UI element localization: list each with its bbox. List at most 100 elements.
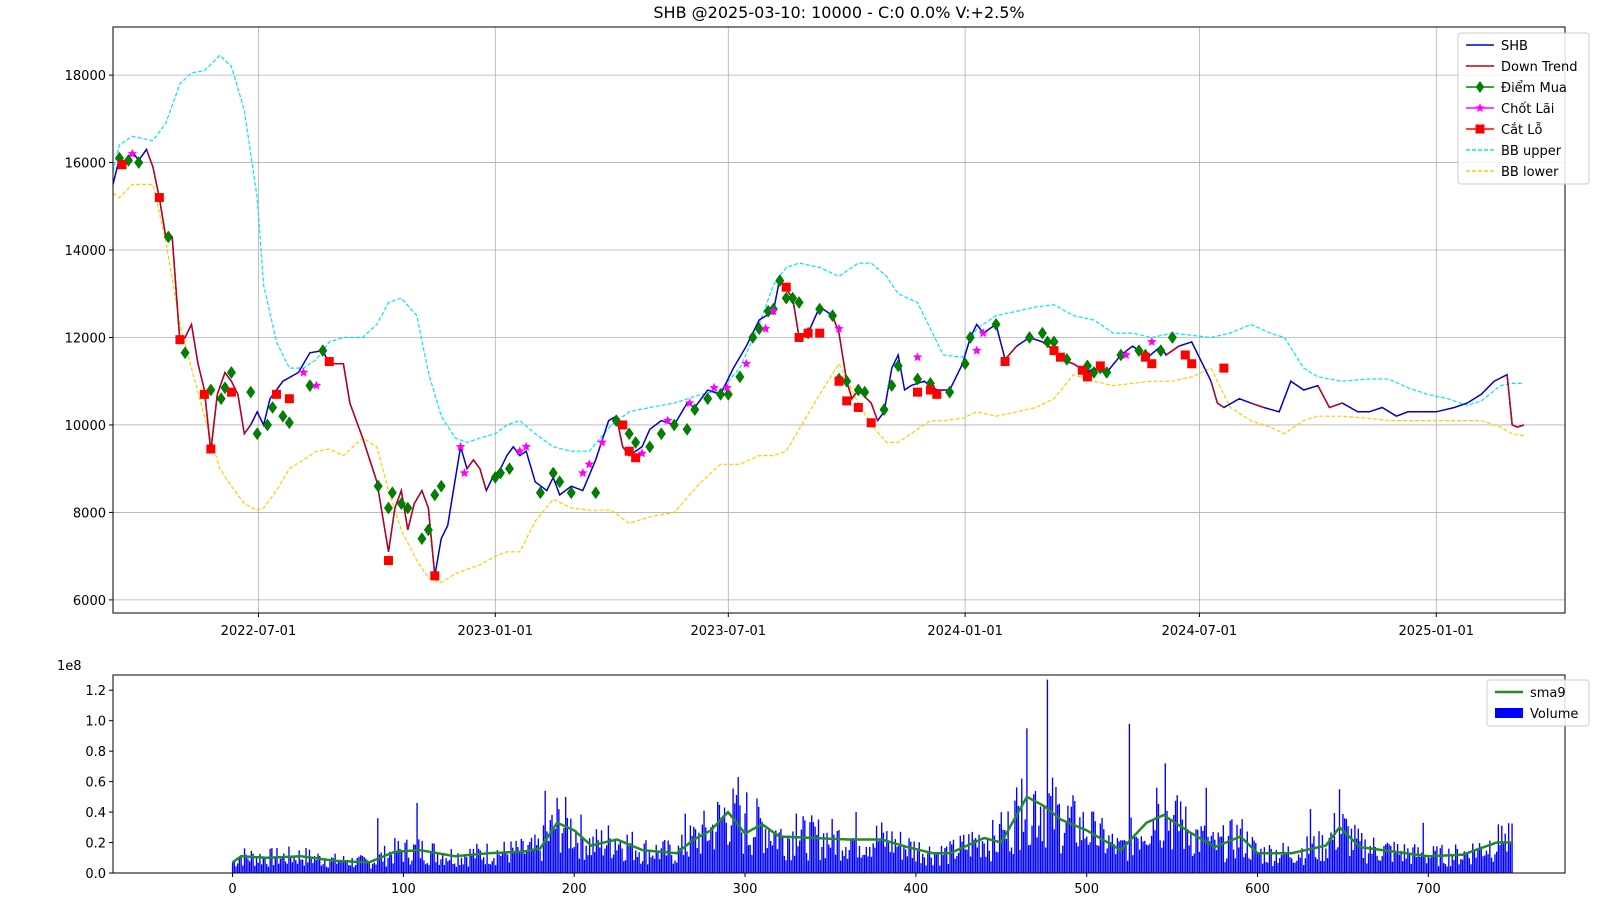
volume-bar [898,846,900,873]
volume-bar [583,859,586,873]
volume-bar [464,855,466,873]
volume-bar [1355,838,1358,873]
volume-bar [1412,847,1414,873]
volume-bar [768,830,770,873]
volume-bar [1060,853,1062,873]
volume-bar [1434,850,1436,873]
volume-bar [778,832,780,873]
volume-bar [940,845,943,873]
volume-bar [635,850,637,873]
volume-bar [1029,844,1032,873]
volume-bar [749,844,751,873]
volume-bar [901,859,903,873]
volume-bar [1014,800,1016,873]
volume-bar [491,861,493,873]
y-tick-label: 16000 [65,157,106,172]
volume-bar [886,831,888,873]
volume-bar [1137,838,1139,873]
volume-bar [863,854,866,873]
volume-bar [988,850,991,873]
volume-bar [1396,844,1399,873]
stop-loss-marker [324,357,334,367]
volume-y-tick-label: 0.6 [85,776,106,791]
volume-bar [701,824,704,873]
volume-bar [1489,840,1491,873]
volume-bar [289,857,292,873]
volume-bar [840,860,842,873]
stop-loss-marker [794,332,804,342]
volume-bar [790,860,792,873]
volume-bar [1408,852,1411,873]
volume-bar [460,857,463,873]
volume-scale-label: 1e8 [57,659,82,674]
volume-bar [1378,860,1380,873]
volume-bar [472,848,475,873]
volume-bar [1161,847,1163,873]
legend-label: Down Trend [1501,60,1578,75]
volume-bar [795,813,797,873]
volume-bar [1270,848,1272,873]
volume-bar [493,858,495,873]
volume-bar [452,863,454,873]
volume-bar [728,841,731,873]
shb-price-line [113,147,1525,576]
volume-bar [1226,858,1228,873]
volume-bar [819,859,821,873]
stop-loss-marker [1180,350,1190,360]
volume-legend-label: Volume [1530,707,1578,722]
volume-bar [1080,840,1083,873]
volume-y-tick-label: 0.8 [85,745,106,760]
volume-bar [1482,856,1484,873]
volume-bar [715,831,717,873]
volume-bar [904,849,907,873]
volume-bar [836,831,838,873]
legend-label: SHB [1501,39,1528,54]
volume-bar [1120,840,1122,873]
volume-bar [927,853,929,873]
volume-bar [587,855,589,873]
buy-point-marker [403,501,413,515]
volume-bar [851,838,854,873]
buy-point-marker [879,403,889,417]
buy-point-marker [436,479,446,493]
volume-bar [307,862,309,873]
volume-bar [1241,819,1243,873]
buy-point-marker [716,387,726,401]
volume-bar [238,858,241,873]
volume-bar [1036,837,1038,873]
volume-bar [525,851,528,873]
buy-point-marker [318,344,328,358]
volume-bar [971,831,973,873]
volume-bar [609,838,611,873]
volume-bar [1472,843,1474,873]
volume-bar [1210,835,1213,873]
volume-bar [968,834,970,873]
volume-bar [1203,825,1206,873]
volume-bar [708,840,710,873]
volume-bar [874,847,876,873]
buy-point-marker [828,309,838,323]
volume-bar [807,860,809,873]
volume-bar [923,857,926,873]
stop-loss-marker [618,420,628,430]
buy-point-marker [1167,331,1177,344]
volume-axes-frame [112,674,1566,874]
volume-bar [322,864,324,873]
volume-bar [414,844,417,873]
volume-bar [1436,846,1438,873]
volume-bar [1056,804,1059,873]
volume-bar [1121,840,1124,873]
volume-bar [1494,854,1496,873]
volume-bar [1169,818,1172,873]
volume-bar [747,845,750,873]
volume-bar [1034,791,1037,873]
buy-point-marker [566,486,576,500]
volume-bar [1402,861,1404,873]
volume-bar [1477,847,1479,873]
volume-bar [997,852,999,873]
volume-bar [751,854,753,873]
volume-bar [1103,829,1105,873]
volume-bar [1297,854,1300,873]
volume-bar [588,838,591,873]
volume-bar [626,834,628,873]
